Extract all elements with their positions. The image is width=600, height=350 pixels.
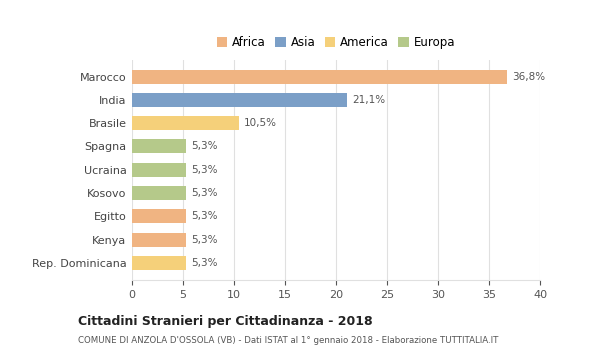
Bar — [132, 139, 186, 153]
Bar — [132, 93, 347, 107]
Bar — [132, 256, 186, 270]
Text: COMUNE DI ANZOLA D'OSSOLA (VB) - Dati ISTAT al 1° gennaio 2018 - Elaborazione TU: COMUNE DI ANZOLA D'OSSOLA (VB) - Dati IS… — [78, 336, 499, 345]
Text: 5,3%: 5,3% — [191, 188, 218, 198]
Bar — [132, 116, 239, 130]
Text: 5,3%: 5,3% — [191, 235, 218, 245]
Legend: Africa, Asia, America, Europa: Africa, Asia, America, Europa — [213, 32, 459, 52]
Text: 5,3%: 5,3% — [191, 211, 218, 221]
Bar — [132, 209, 186, 223]
Text: Cittadini Stranieri per Cittadinanza - 2018: Cittadini Stranieri per Cittadinanza - 2… — [78, 315, 373, 328]
Bar — [132, 233, 186, 247]
Text: 5,3%: 5,3% — [191, 165, 218, 175]
Bar — [132, 70, 508, 84]
Text: 5,3%: 5,3% — [191, 141, 218, 152]
Text: 5,3%: 5,3% — [191, 258, 218, 268]
Text: 36,8%: 36,8% — [512, 71, 545, 82]
Text: 21,1%: 21,1% — [352, 95, 385, 105]
Bar — [132, 186, 186, 200]
Bar — [132, 163, 186, 177]
Text: 10,5%: 10,5% — [244, 118, 277, 128]
